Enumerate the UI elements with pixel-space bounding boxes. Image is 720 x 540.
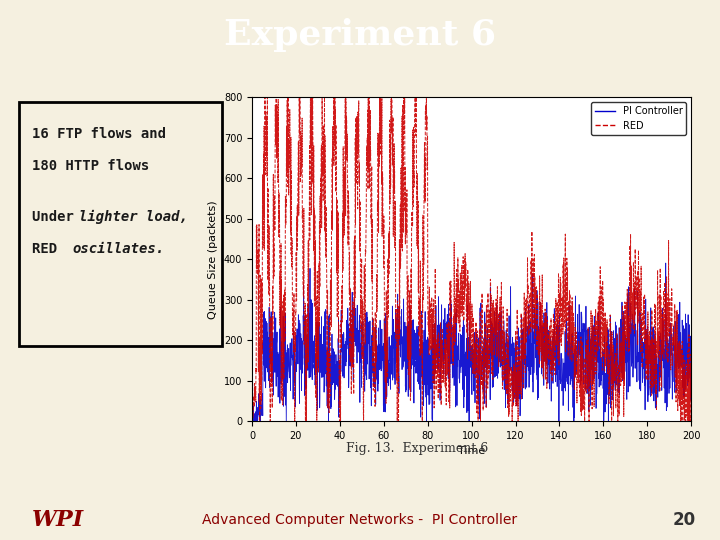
Text: 16 FTP flows and: 16 FTP flows and <box>32 127 166 141</box>
Y-axis label: Queue Size (packets): Queue Size (packets) <box>208 200 218 319</box>
FancyBboxPatch shape <box>19 102 222 346</box>
Text: Experiment 6: Experiment 6 <box>224 18 496 52</box>
Text: 180 HTTP flows: 180 HTTP flows <box>32 159 149 173</box>
Text: oscillates.: oscillates. <box>73 241 165 255</box>
Text: Fig. 13.  Experiment 6: Fig. 13. Experiment 6 <box>346 442 489 455</box>
Legend: PI Controller, RED: PI Controller, RED <box>591 102 686 134</box>
Text: Under: Under <box>32 211 82 225</box>
X-axis label: Time: Time <box>458 447 485 456</box>
Text: WPI: WPI <box>32 509 84 531</box>
Text: Advanced Computer Networks -  PI Controller: Advanced Computer Networks - PI Controll… <box>202 513 518 526</box>
Text: lighter load,: lighter load, <box>79 210 188 225</box>
Text: RED: RED <box>32 241 66 255</box>
Text: 20: 20 <box>672 511 696 529</box>
